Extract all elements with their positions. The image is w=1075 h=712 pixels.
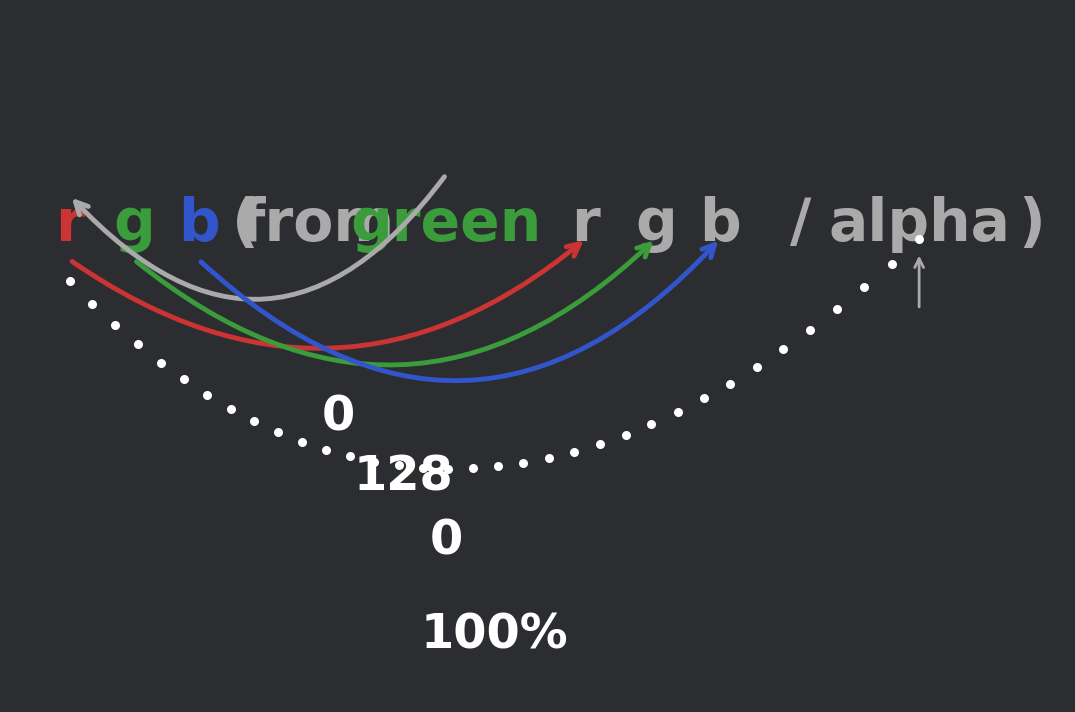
Text: b: b [700, 196, 741, 253]
Text: 0: 0 [322, 393, 355, 440]
Text: (: ( [232, 196, 258, 253]
Text: 100%: 100% [420, 612, 569, 659]
FancyArrowPatch shape [137, 244, 649, 365]
Text: 0: 0 [430, 518, 462, 565]
Text: from: from [240, 196, 395, 253]
Text: green: green [350, 196, 542, 253]
FancyArrowPatch shape [201, 244, 715, 381]
Text: alpha: alpha [828, 196, 1010, 253]
Text: 128: 128 [354, 454, 453, 501]
FancyArrowPatch shape [72, 244, 579, 348]
FancyArrowPatch shape [75, 177, 444, 299]
Text: b: b [178, 196, 219, 253]
Text: r: r [572, 196, 600, 253]
Text: /: / [790, 196, 812, 253]
Text: g: g [635, 196, 676, 253]
FancyArrowPatch shape [915, 258, 923, 307]
Text: r: r [56, 196, 84, 253]
Text: g: g [114, 196, 155, 253]
Text: ): ) [1019, 196, 1045, 253]
